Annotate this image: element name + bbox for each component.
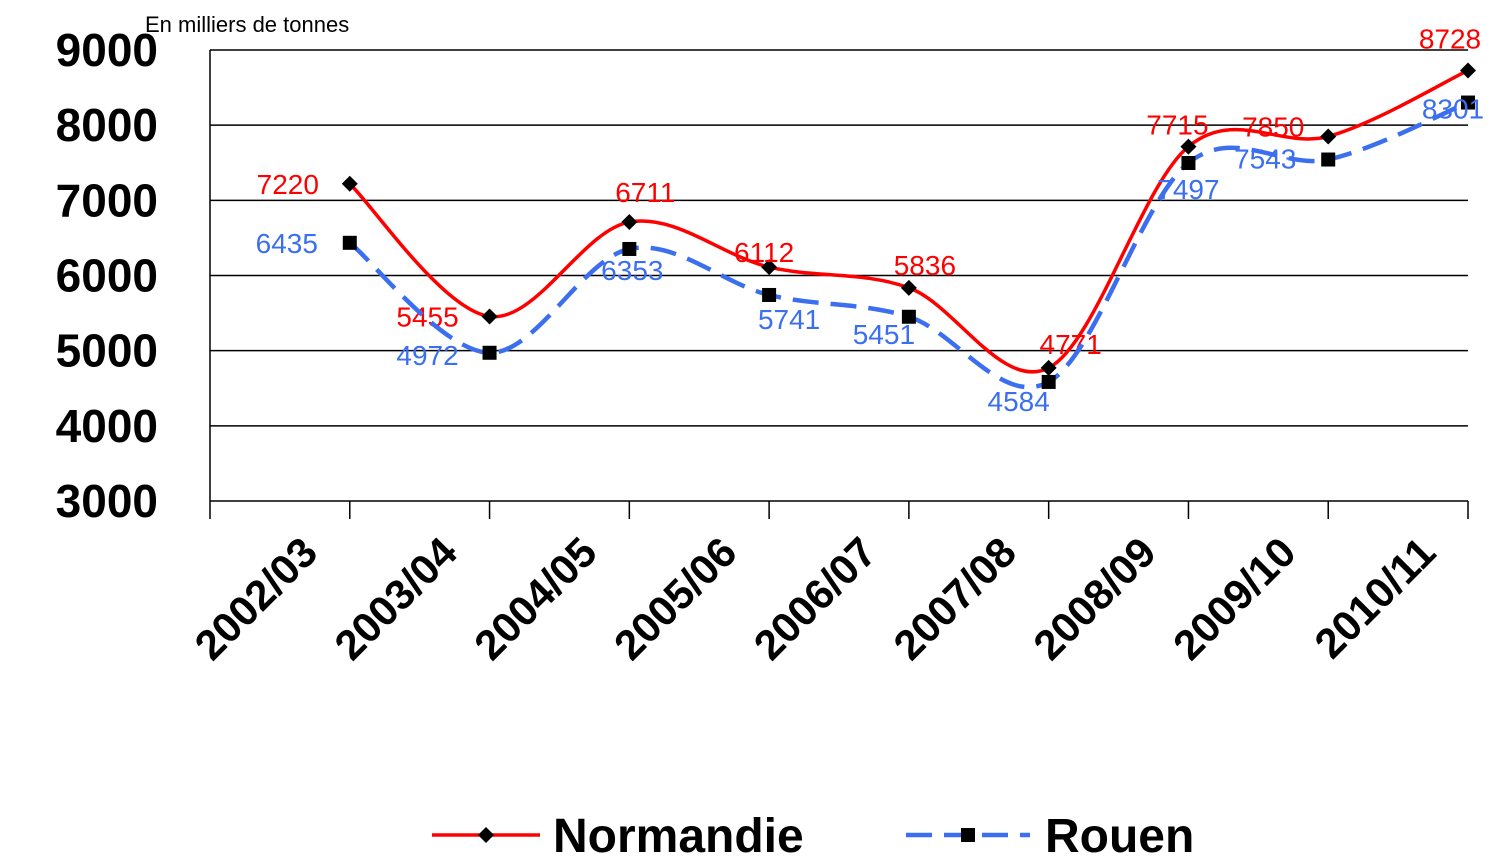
point <box>1180 138 1197 155</box>
data-label: 6435 <box>256 228 318 259</box>
series-line <box>348 100 1469 390</box>
data-label: 7543 <box>1234 144 1296 175</box>
x-tick-label: 2009/10 <box>1164 528 1305 669</box>
data-label: 8301 <box>1422 94 1484 125</box>
x-tick-label: 2007/08 <box>884 528 1025 669</box>
point <box>481 308 498 325</box>
point <box>341 175 358 192</box>
x-tick-label: 2010/11 <box>1305 528 1444 667</box>
legend-marker <box>961 828 975 842</box>
data-label: 5451 <box>853 319 915 350</box>
data-label: 7850 <box>1242 111 1304 142</box>
x-tick-label: 2003/04 <box>325 528 466 669</box>
legend-label: Rouen <box>1045 810 1194 860</box>
point <box>901 309 916 324</box>
data-label: 4771 <box>1040 329 1102 360</box>
point <box>1041 374 1056 389</box>
point <box>482 345 497 360</box>
point <box>1461 95 1475 110</box>
data-label: 7220 <box>257 169 319 200</box>
y-tick-label: 8000 <box>56 99 158 151</box>
data-label: 4972 <box>396 340 458 371</box>
data-label: 6112 <box>734 237 794 268</box>
point <box>1040 359 1057 376</box>
y-tick-label: 4000 <box>56 400 158 452</box>
y-tick-label: 6000 <box>56 250 158 302</box>
y-tick-label: 9000 <box>56 24 158 76</box>
data-label: 6353 <box>601 255 663 286</box>
point <box>762 287 777 302</box>
point <box>342 235 357 250</box>
y-tick-label: 7000 <box>56 174 158 226</box>
data-label: 7715 <box>1146 110 1208 141</box>
point <box>1321 152 1336 167</box>
point <box>1181 155 1196 170</box>
point <box>1460 62 1476 79</box>
y-tick-label: 5000 <box>56 325 158 377</box>
point <box>900 279 917 296</box>
point <box>761 259 778 276</box>
data-label: 4584 <box>988 386 1050 417</box>
data-label: 8728 <box>1419 23 1481 54</box>
data-label: 5836 <box>894 250 956 281</box>
x-tick-label: 2002/03 <box>186 528 327 669</box>
unit-label: En milliers de tonnes <box>145 12 349 37</box>
legend-marker <box>478 827 494 843</box>
data-label: 7497 <box>1157 174 1219 205</box>
x-tick-label: 2004/05 <box>465 528 606 669</box>
data-label: 5455 <box>396 301 458 332</box>
x-tick-label: 2005/06 <box>605 528 746 669</box>
legend-label: Normandie <box>553 810 804 860</box>
point <box>622 241 637 256</box>
data-label: 6711 <box>615 177 675 208</box>
y-tick-label: 3000 <box>56 475 158 527</box>
x-tick-label: 2006/07 <box>745 528 886 669</box>
point <box>1320 128 1337 145</box>
data-label: 5741 <box>758 304 820 335</box>
point <box>621 214 638 231</box>
x-tick-label: 2008/09 <box>1024 528 1165 669</box>
